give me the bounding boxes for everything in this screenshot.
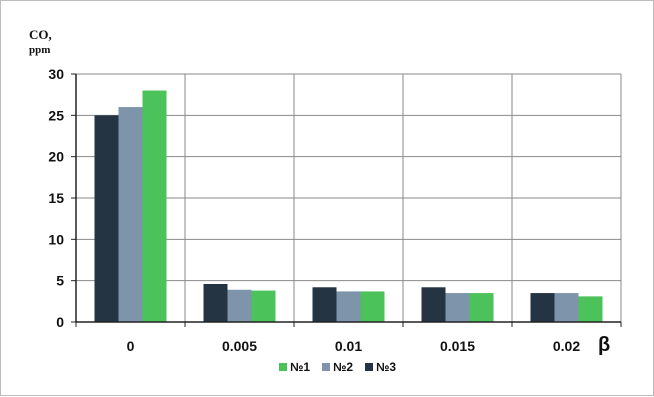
bar-no1-0.015 (469, 293, 494, 322)
legend-swatch-no2 (322, 363, 330, 371)
grid (76, 73, 622, 322)
y-tick-labels: 0 5 10 15 20 25 30 (48, 66, 64, 330)
bar-no2-0 (118, 107, 143, 322)
bar-no3-0.01 (312, 287, 337, 322)
x-tick-label: 0.015 (440, 338, 475, 354)
bar-no1-0.01 (360, 291, 385, 322)
bar-no1-0.005 (251, 290, 276, 322)
legend-swatch-no1 (279, 363, 287, 371)
y-tick-label: 30 (48, 66, 64, 82)
x-tick-label: 0.005 (222, 338, 257, 354)
y-tick-label: 25 (48, 107, 64, 123)
x-tick-labels: 0 0.005 0.01 0.015 0.02 (127, 338, 581, 354)
legend-label-no1: №1 (290, 360, 310, 374)
y-tick-label: 15 (48, 190, 64, 206)
bar-no1-0.02 (578, 296, 603, 322)
y-axis-unit: ppm (29, 44, 50, 56)
y-tick-label: 0 (56, 314, 64, 330)
legend-label-no3: №3 (376, 360, 396, 374)
legend-swatch-no3 (365, 363, 373, 371)
y-tick-label: 5 (56, 273, 64, 289)
bar-no2-0.015 (445, 293, 470, 322)
bars (94, 90, 603, 323)
bar-no3-0.02 (530, 293, 555, 322)
y-axis-label: CO, (29, 27, 52, 42)
y-tick-label: 10 (48, 231, 64, 247)
bar-no2-0.005 (227, 289, 252, 322)
legend-label-no2: №2 (333, 360, 353, 374)
bar-no3-0.005 (203, 283, 228, 322)
bar-no3-0.015 (421, 287, 446, 322)
axes (71, 73, 622, 327)
x-tick-label: 0.01 (335, 338, 362, 354)
bar-no1-0 (142, 90, 167, 323)
bar-no2-0.01 (336, 291, 361, 322)
legend: №1 №2 №3 (279, 360, 396, 374)
x-axis-label: β (598, 334, 610, 356)
bar-no2-0.02 (554, 293, 579, 322)
x-tick-label: 0.02 (553, 338, 580, 354)
x-tick-label: 0 (127, 338, 135, 354)
bar-no3-0 (94, 115, 119, 322)
y-tick-label: 20 (48, 149, 64, 165)
